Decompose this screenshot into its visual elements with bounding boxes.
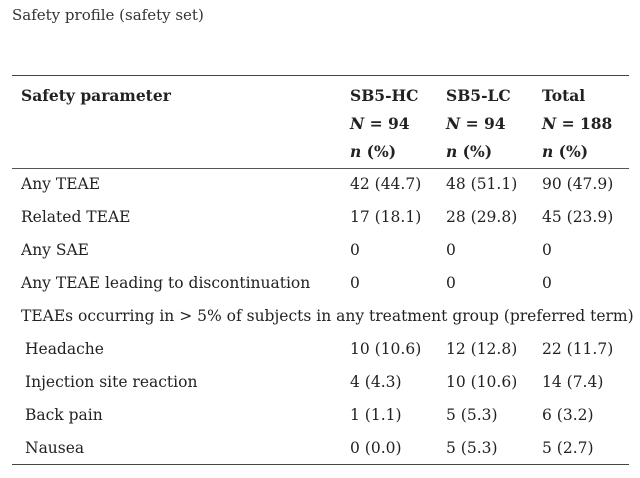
sub-row-value-total: 5 (2.7): [542, 439, 594, 457]
unit-n: n: [446, 142, 458, 161]
col-n: N = 188: [542, 114, 612, 142]
section-label: TEAEs occurring in > 5% of subjects in a…: [21, 307, 634, 325]
n-value: = 94: [364, 114, 410, 133]
sub-row-value-total: 6 (3.2): [542, 406, 594, 424]
n-label: N: [542, 114, 557, 133]
row-value-total: 45 (23.9): [542, 208, 614, 226]
sub-row-value-total: 14 (7.4): [542, 373, 604, 391]
col-unit: n (%): [542, 142, 612, 170]
header-safety-parameter: Safety parameter: [21, 86, 171, 105]
col-n: N = 94: [446, 114, 511, 142]
header-col-total: Total N = 188 n (%): [542, 86, 612, 170]
unit-pct: (%): [457, 142, 493, 161]
row-value-total: 0: [542, 274, 552, 292]
row-label: Any TEAE leading to discontinuation: [21, 274, 311, 292]
header-bottom-rule: [12, 168, 629, 169]
col-unit: n (%): [446, 142, 511, 170]
unit-n: n: [350, 142, 362, 161]
sub-row-value-sb5-hc: 10 (10.6): [350, 340, 422, 358]
col-name: SB5-HC: [350, 86, 419, 105]
sub-row-value-sb5-hc: 4 (4.3): [350, 373, 402, 391]
row-label: Related TEAE: [21, 208, 131, 226]
sub-row-label: Nausea: [25, 439, 85, 457]
row-value-sb5-lc: 0: [446, 274, 456, 292]
row-value-sb5-hc: 0: [350, 241, 360, 259]
col-name: SB5-LC: [446, 86, 511, 105]
sub-row-label: Headache: [25, 340, 104, 358]
sub-row-value-sb5-lc: 5 (5.3): [446, 406, 498, 424]
sub-row-label: Back pain: [25, 406, 103, 424]
row-value-total: 0: [542, 241, 552, 259]
header-col-sb5-hc: SB5-HC N = 94 n (%): [350, 86, 419, 170]
unit-pct: (%): [361, 142, 397, 161]
row-value-sb5-lc: 48 (51.1): [446, 175, 518, 193]
row-value-sb5-hc: 42 (44.7): [350, 175, 422, 193]
row-value-sb5-hc: 17 (18.1): [350, 208, 422, 226]
sub-row-value-sb5-lc: 10 (10.6): [446, 373, 518, 391]
sub-row-value-sb5-hc: 0 (0.0): [350, 439, 402, 457]
sub-row-label: Injection site reaction: [25, 373, 198, 391]
col-n: N = 94: [350, 114, 419, 142]
row-value-sb5-lc: 0: [446, 241, 456, 259]
row-label: Any SAE: [21, 241, 89, 259]
row-value-sb5-hc: 0: [350, 274, 360, 292]
n-label: N: [446, 114, 461, 133]
n-value: = 94: [460, 114, 506, 133]
sub-row-value-sb5-lc: 12 (12.8): [446, 340, 518, 358]
row-value-total: 90 (47.9): [542, 175, 614, 193]
row-value-sb5-lc: 28 (29.8): [446, 208, 518, 226]
col-name: Total: [542, 86, 586, 105]
table-bottom-rule: [12, 464, 629, 465]
unit-n: n: [542, 142, 554, 161]
row-label: Any TEAE: [21, 175, 101, 193]
n-label: N: [350, 114, 365, 133]
table-top-rule: [12, 75, 629, 76]
unit-pct: (%): [553, 142, 589, 161]
header-col-sb5-lc: SB5-LC N = 94 n (%): [446, 86, 511, 170]
sub-row-value-sb5-hc: 1 (1.1): [350, 406, 402, 424]
sub-row-value-sb5-lc: 5 (5.3): [446, 439, 498, 457]
table-caption: Safety profile (safety set): [12, 6, 204, 24]
col-unit: n (%): [350, 142, 419, 170]
sub-row-value-total: 22 (11.7): [542, 340, 614, 358]
n-value: = 188: [556, 114, 613, 133]
